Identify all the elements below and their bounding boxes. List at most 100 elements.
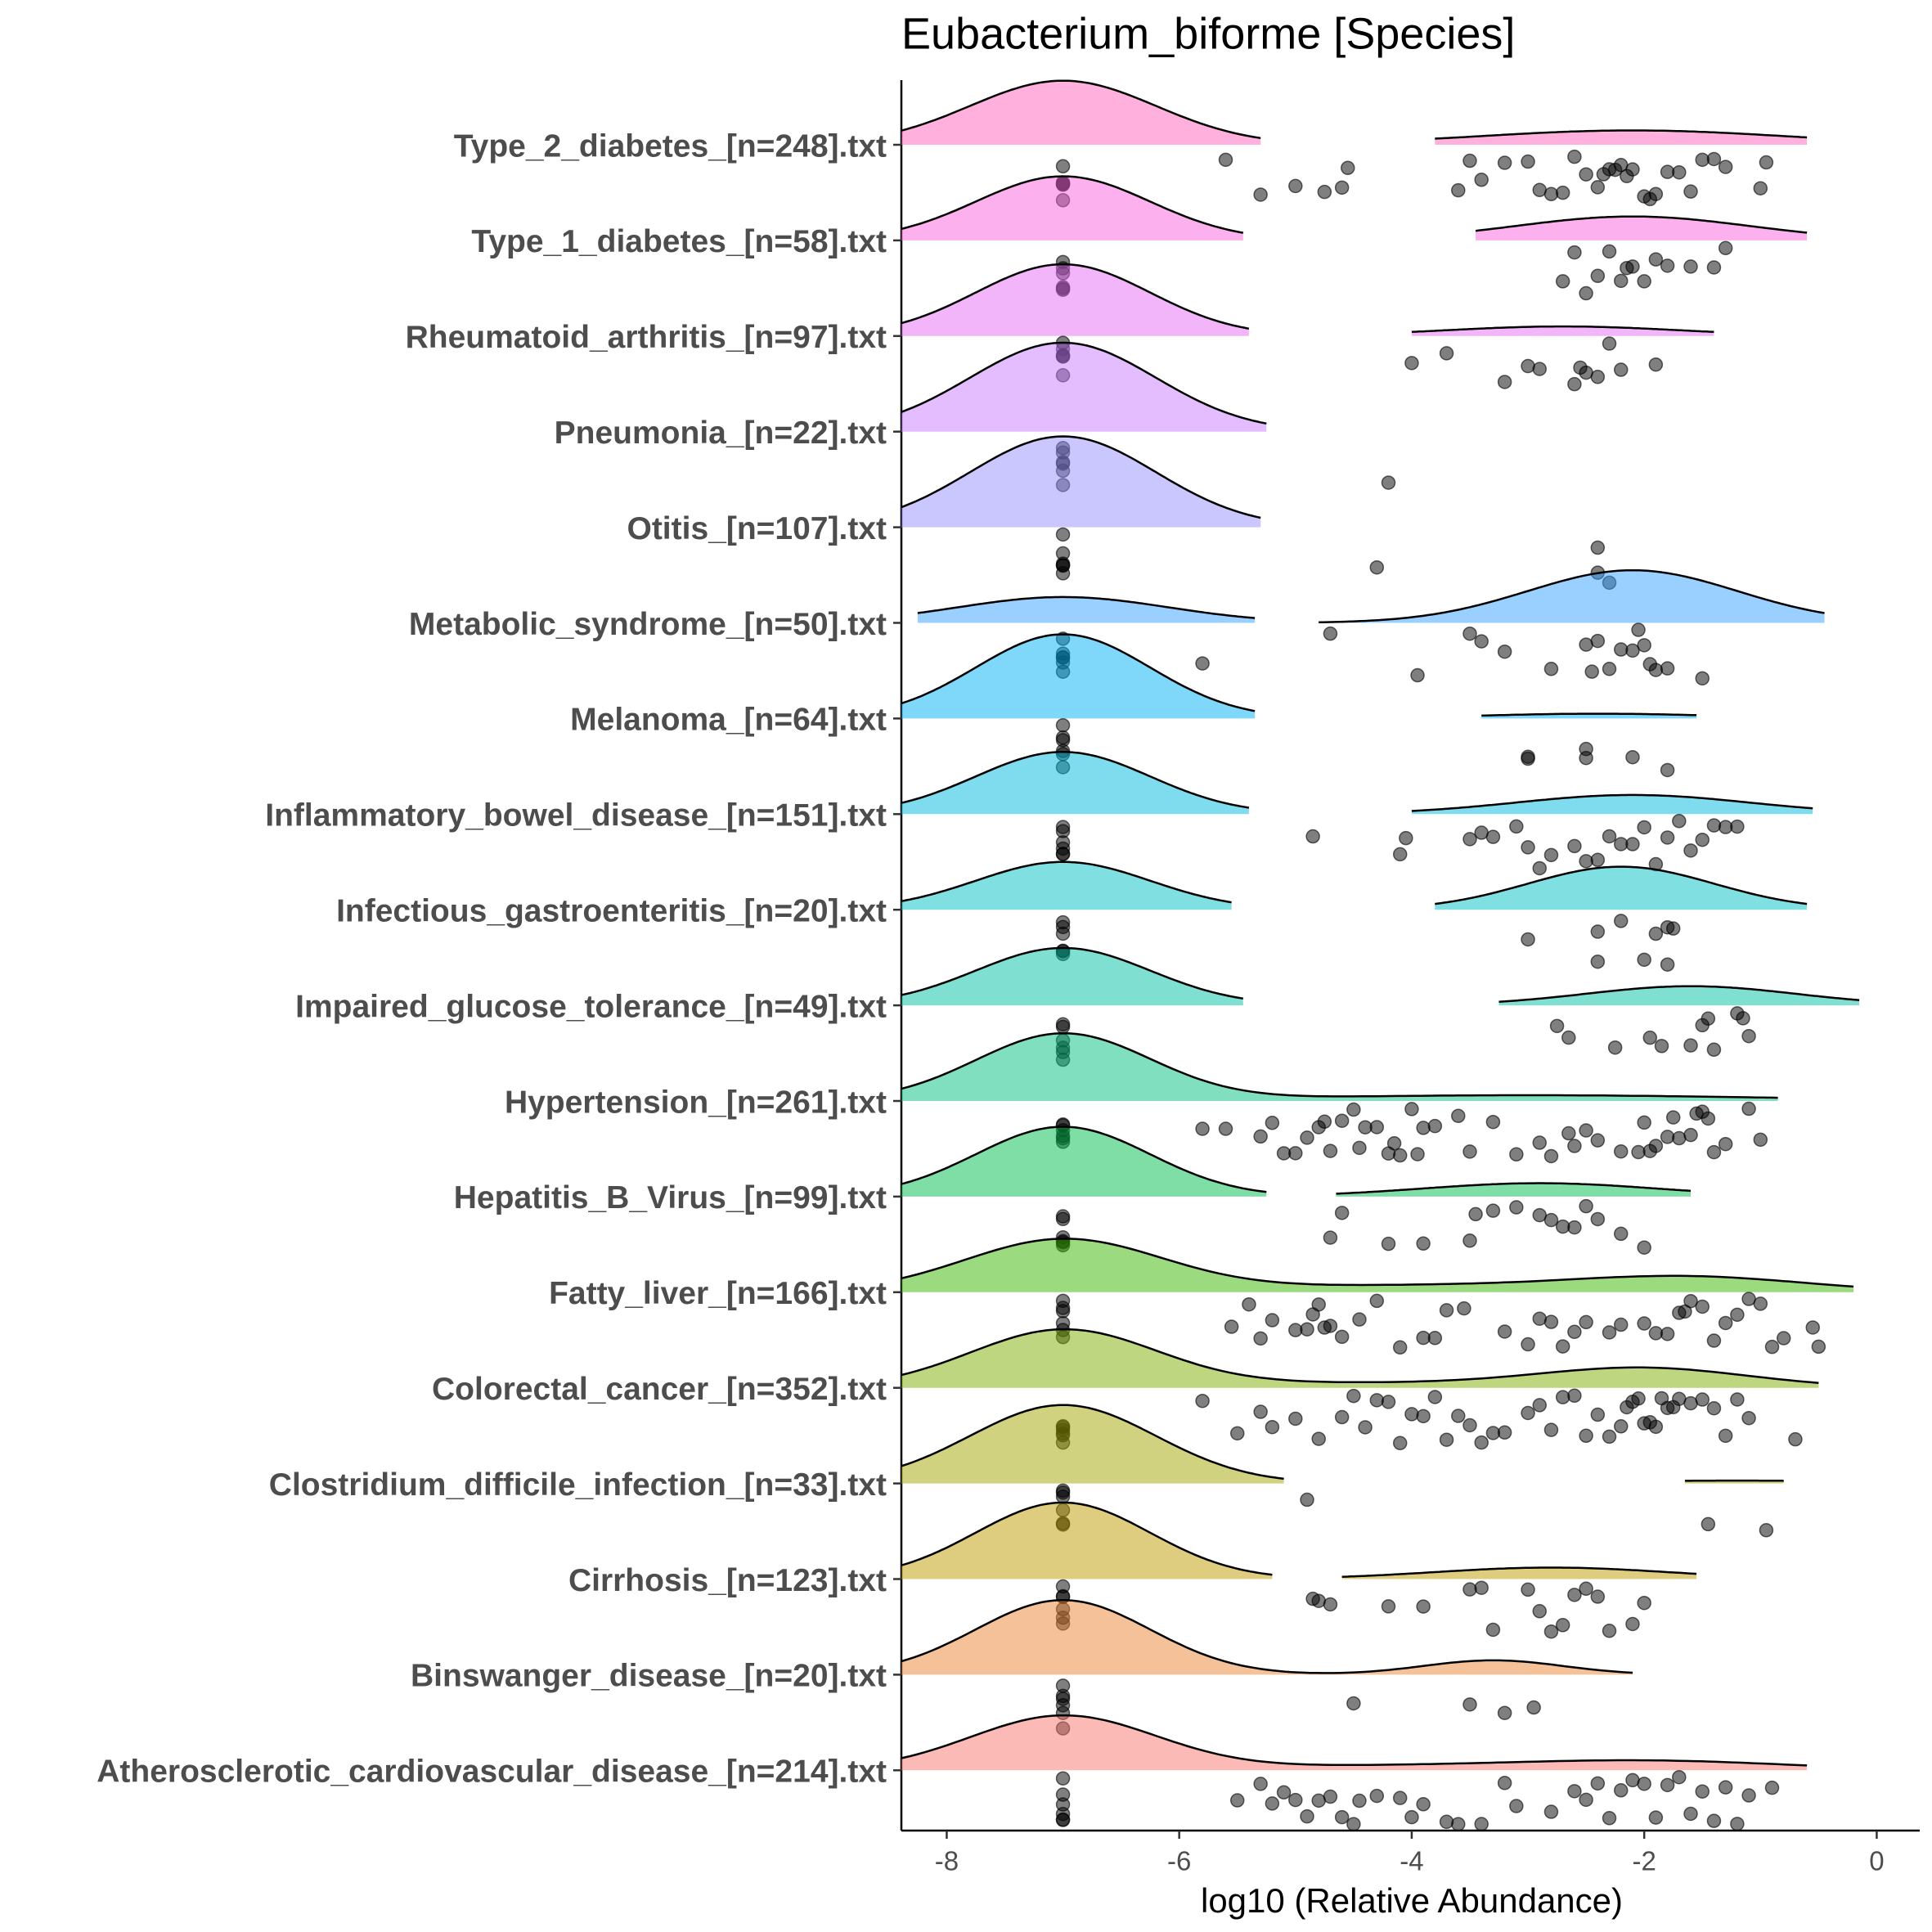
density-line <box>1411 793 1813 812</box>
density-area <box>1341 1567 1697 1579</box>
data-point <box>1613 1143 1629 1159</box>
data-point <box>1701 1111 1716 1126</box>
data-point <box>1741 1101 1756 1117</box>
data-point <box>1416 1409 1431 1424</box>
data-point <box>1579 167 1593 182</box>
data-point <box>1439 1303 1454 1318</box>
density-area <box>901 1404 1284 1484</box>
data-point <box>1055 730 1071 745</box>
data-point <box>1305 829 1320 844</box>
data-point <box>1543 186 1559 202</box>
data-point <box>1509 1147 1524 1162</box>
data-point <box>1474 173 1489 187</box>
y-tick-label: Infectious_gastroenteritis_[n=20].txt <box>336 893 887 928</box>
data-point <box>1300 1322 1314 1337</box>
data-point <box>1509 1799 1524 1813</box>
data-point <box>1392 1790 1408 1805</box>
data-point <box>1613 1317 1629 1332</box>
data-point <box>1317 184 1332 200</box>
data-point <box>1590 633 1606 649</box>
data-point <box>1323 1597 1338 1612</box>
data-point <box>1590 1211 1606 1227</box>
data-point <box>1590 540 1606 555</box>
data-point <box>1521 154 1535 169</box>
data-point <box>1805 1320 1820 1335</box>
data-point <box>1497 644 1512 659</box>
data-point <box>1439 346 1454 361</box>
data-point <box>1451 182 1466 198</box>
data-point <box>1253 1404 1268 1419</box>
data-point <box>1625 749 1640 765</box>
data-point <box>1532 860 1548 876</box>
data-point <box>1323 1789 1338 1804</box>
data-point <box>1346 1696 1361 1711</box>
density-line <box>901 79 1261 140</box>
density-line <box>917 595 1256 619</box>
data-point <box>1637 1595 1651 1611</box>
data-point <box>1642 1030 1658 1045</box>
data-point <box>1648 357 1664 372</box>
data-point <box>1683 184 1698 199</box>
data-point <box>1532 1398 1548 1413</box>
data-point <box>1567 1324 1582 1340</box>
data-point <box>1055 1019 1071 1035</box>
data-point <box>1567 838 1582 854</box>
data-point <box>1265 1116 1280 1130</box>
density-line <box>901 1328 1819 1384</box>
density-area <box>901 264 1249 336</box>
data-point <box>1555 185 1570 200</box>
data-point <box>1532 1311 1548 1326</box>
y-tick-label: Pneumonia_[n=22].txt <box>555 416 887 451</box>
density-line <box>901 1126 1267 1193</box>
density-line <box>1435 129 1808 140</box>
data-point <box>1555 1390 1570 1404</box>
data-point <box>1427 1118 1443 1134</box>
data-point <box>1706 1042 1722 1058</box>
data-point <box>1381 1236 1396 1251</box>
data-point <box>1253 187 1268 202</box>
data-point <box>1788 1431 1803 1447</box>
data-point <box>1718 1780 1733 1795</box>
data-point <box>1567 149 1582 164</box>
data-point <box>1055 1812 1071 1827</box>
data-point <box>1602 1325 1617 1340</box>
data-point <box>1579 1428 1593 1444</box>
data-point <box>1300 1808 1314 1824</box>
data-point <box>1567 376 1582 392</box>
data-point <box>1706 260 1722 275</box>
data-point <box>1526 1700 1541 1715</box>
density-area <box>901 1503 1273 1579</box>
data-point <box>1631 622 1646 637</box>
data-point <box>1543 1624 1559 1639</box>
data-point <box>1718 240 1733 256</box>
data-point <box>1532 362 1548 376</box>
data-point <box>1579 741 1593 757</box>
data-point <box>1334 1206 1350 1220</box>
density-line <box>1435 865 1808 905</box>
data-point <box>1602 829 1617 844</box>
density-area <box>1435 866 1808 910</box>
data-point <box>1741 1028 1756 1044</box>
data-point <box>1253 1331 1268 1346</box>
data-point <box>1497 1705 1512 1720</box>
data-point <box>1683 1127 1698 1143</box>
data-point <box>1288 178 1303 194</box>
data-point <box>1404 1407 1419 1422</box>
data-point <box>1543 1314 1559 1329</box>
data-point <box>1410 667 1425 683</box>
data-point <box>1229 1793 1245 1808</box>
data-point <box>1055 1771 1071 1786</box>
data-point <box>1381 1395 1396 1409</box>
data-point <box>1352 1140 1367 1156</box>
data-point <box>1637 952 1651 968</box>
data-point <box>1055 1489 1071 1504</box>
data-point <box>1462 153 1477 168</box>
data-point <box>1323 1319 1338 1333</box>
data-point <box>1543 662 1559 676</box>
data-point <box>1265 1313 1280 1328</box>
data-point <box>1195 656 1210 671</box>
data-point <box>1300 1130 1314 1145</box>
data-point <box>1543 1422 1559 1437</box>
data-point <box>1288 1411 1303 1427</box>
